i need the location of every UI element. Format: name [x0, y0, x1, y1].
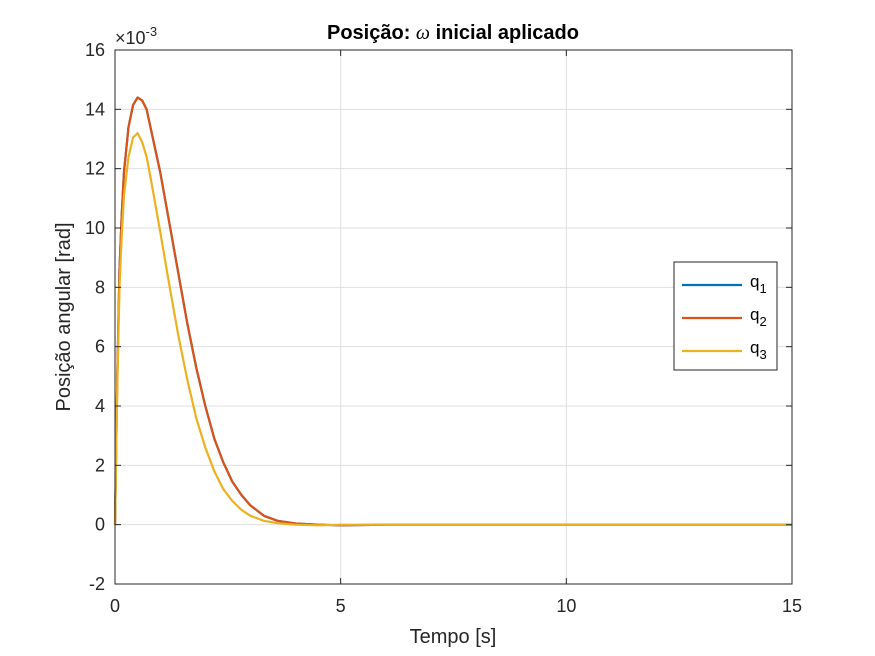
axes-box: [114, 49, 793, 585]
chart-title: Posição: ω inicial aplicado: [327, 22, 579, 44]
x-axis-label: Tempo [s]: [410, 626, 497, 648]
legend-label-q3: q3: [750, 338, 767, 362]
x-tick-label: 10: [556, 596, 576, 616]
y-axis-exponent: ×10-3: [115, 24, 157, 48]
legend: q1 q2 q3: [673, 261, 778, 371]
title-omega-symbol: ω: [416, 22, 430, 44]
y-tick-label: 12: [85, 159, 105, 179]
tick-marks: [114, 49, 793, 585]
series-line-q3: [113, 132, 792, 527]
y-tick-label: -2: [89, 574, 105, 594]
y-tick-label: 16: [85, 40, 105, 60]
x-tick-label: 5: [336, 596, 346, 616]
legend-label-q2: q2: [750, 305, 767, 329]
y-tick-labels: -2 0 2 4 6 8 10 12 14 16: [85, 40, 105, 594]
series-lines: [113, 96, 792, 527]
y-axis-label: Posição angular [rad]: [53, 222, 75, 411]
legend-label-q1: q1: [750, 272, 767, 296]
y-tick-label: 10: [85, 218, 105, 238]
y-tick-label: 0: [95, 515, 105, 535]
x-tick-label: 0: [110, 596, 120, 616]
y-tick-label: 6: [95, 337, 105, 357]
x-tick-labels: 0 5 10 15: [110, 596, 802, 616]
y-tick-label: 14: [85, 99, 105, 119]
y-tick-label: 8: [95, 277, 105, 297]
y-tick-label: 4: [95, 396, 105, 416]
y-tick-label: 2: [95, 455, 105, 475]
x-tick-label: 15: [782, 596, 802, 616]
